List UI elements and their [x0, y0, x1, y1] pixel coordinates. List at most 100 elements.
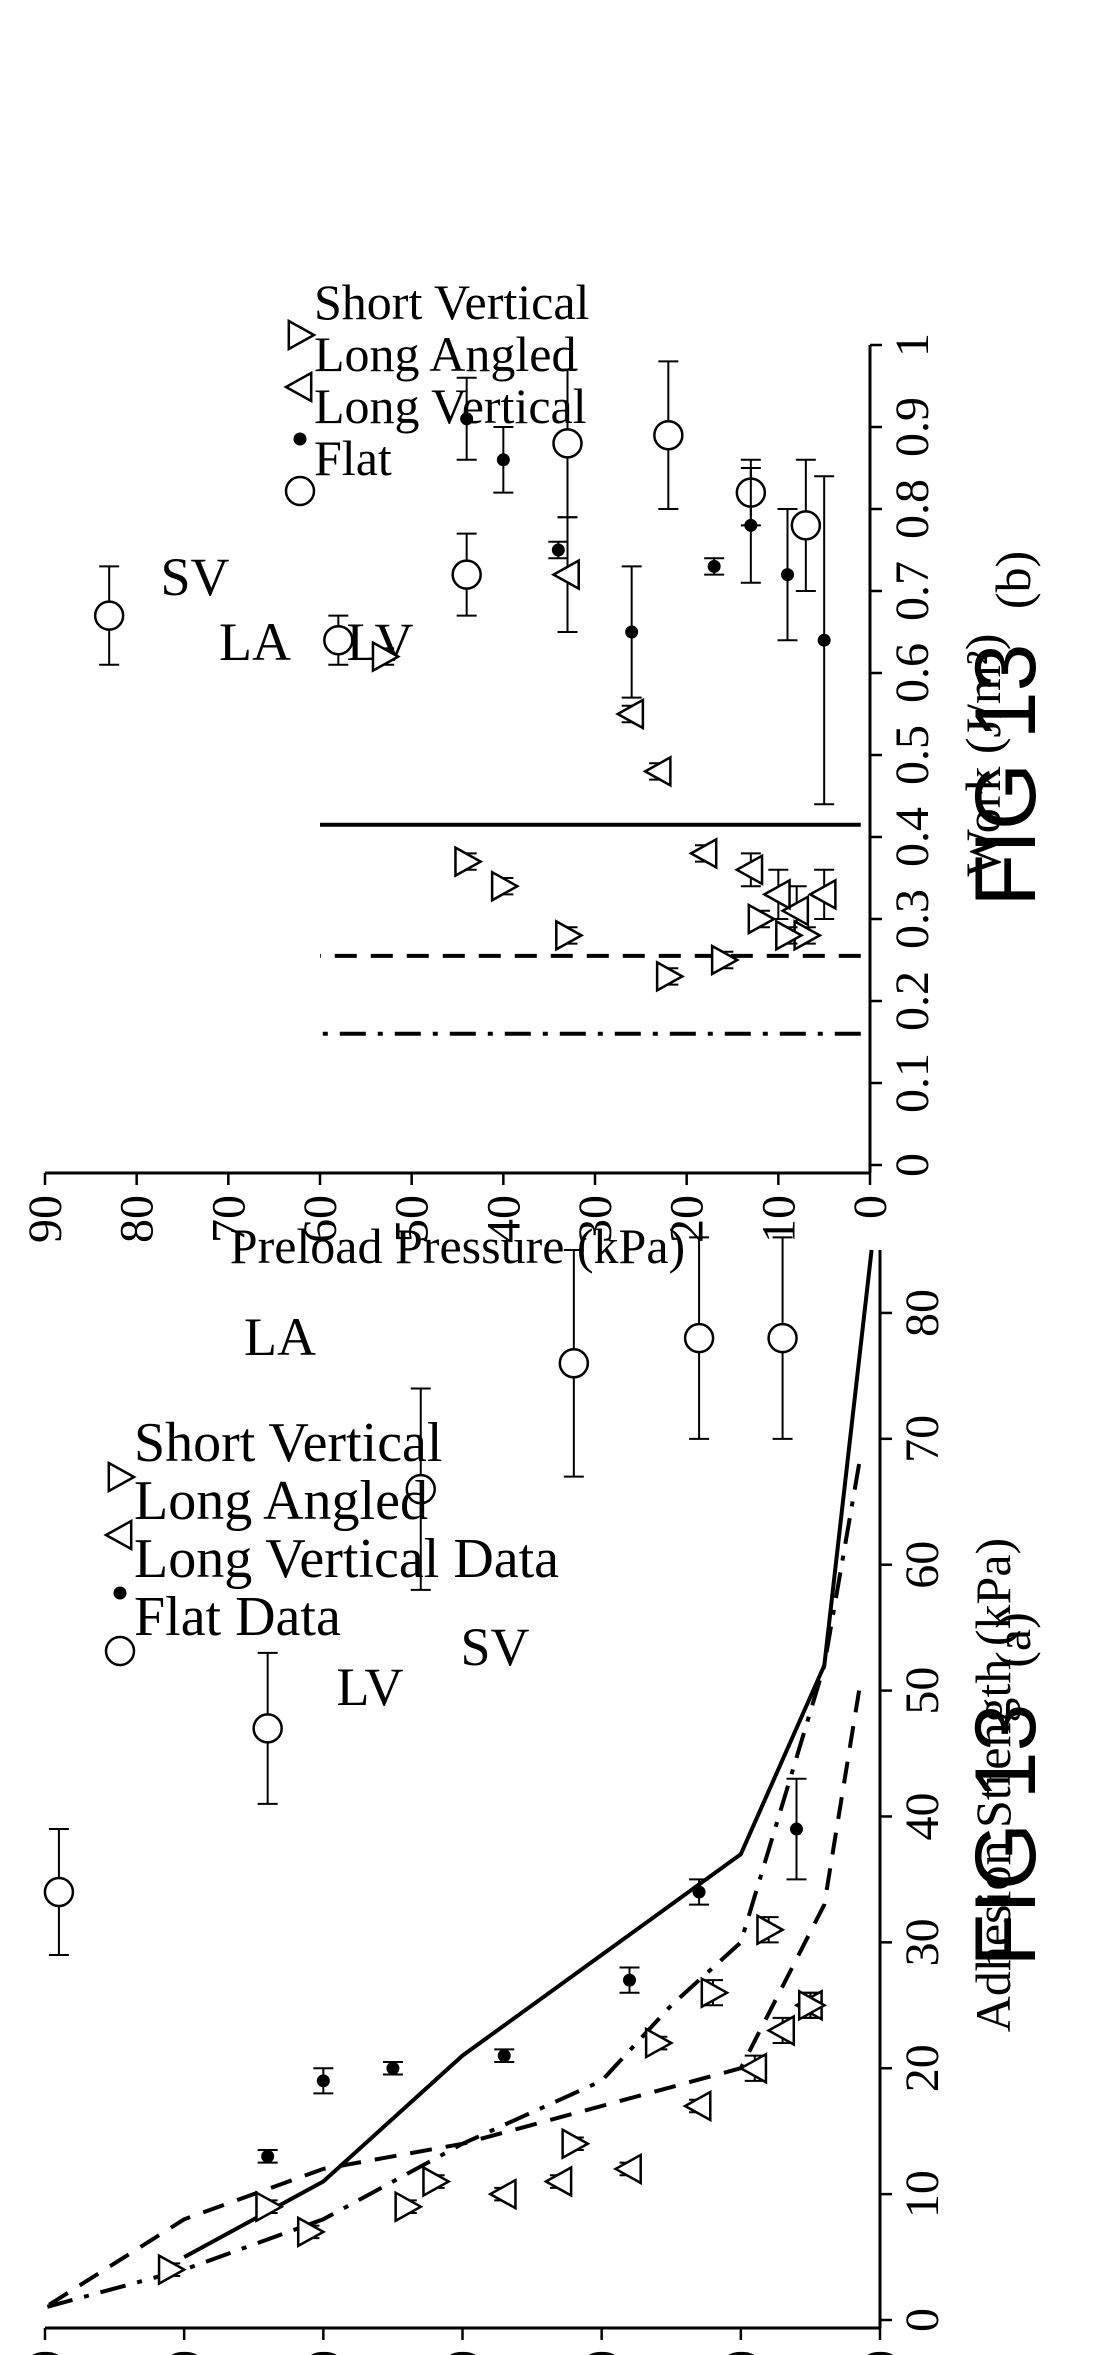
data-point-long-angled [734, 853, 764, 886]
curve-label-lv: LV [336, 1657, 403, 1717]
y-tick-label: 0.4 [886, 807, 939, 867]
y-tick-label: 80 [896, 1289, 949, 1337]
data-point-long-vertical [707, 559, 721, 573]
data-point-short-vertical [710, 943, 740, 977]
legend-marker-flat-data [104, 1635, 136, 1667]
data-point-short-vertical [644, 2026, 674, 2060]
data-point-long-angled [550, 558, 580, 591]
x-tick-label: 0 [844, 1195, 897, 1219]
x-tick-label: 20 [576, 2350, 629, 2355]
x-tick-label: 40 [477, 1195, 530, 1243]
curve-label-sv: SV [160, 547, 229, 607]
x-tick-label: 60 [19, 2350, 72, 2355]
data-point-short-vertical [394, 2190, 424, 2223]
x-tick-label: 40 [297, 2350, 350, 2355]
legend-item-flat: Flat [314, 430, 392, 486]
data-point-short-vertical [422, 2165, 452, 2198]
data-point-long-vertical-data [386, 2061, 400, 2075]
y-tick-label: 20 [896, 2044, 949, 2092]
legend-item-long-angled: Long Angled [134, 1470, 428, 1532]
data-point-long-vertical [781, 568, 794, 582]
x-tick-label: 10 [715, 2350, 768, 2355]
data-point-flat [323, 624, 354, 656]
data-point-long-angled [738, 2052, 768, 2085]
y-tick-label: 0.5 [886, 725, 939, 785]
data-point-long-vertical-data [790, 1822, 803, 1836]
x-tick-label: 30 [569, 1195, 622, 1243]
data-point-long-vertical [551, 543, 565, 557]
data-point-short-vertical [371, 640, 401, 673]
data-point-long-angled [807, 878, 837, 911]
data-point-short-vertical [555, 919, 585, 952]
data-point-short-vertical [797, 1989, 827, 2022]
data-point-short-vertical [255, 2190, 285, 2223]
fig-sublabel-a: (a) [985, 1612, 1041, 1668]
y-tick-label: 1 [886, 333, 939, 357]
legend-marker-short-vertical [107, 1460, 137, 1494]
legend-item-flat-data: Flat Data [134, 1586, 341, 1648]
y-tick-label: 0.3 [886, 889, 939, 949]
x-tick-label: 90 [19, 1195, 72, 1243]
data-point-long-vertical [625, 625, 639, 639]
data-point-long-angled [642, 755, 672, 788]
legend-marker-flat [284, 475, 316, 507]
y-tick-label: 60 [896, 1541, 949, 1589]
data-point-flat [451, 559, 482, 590]
data-point-flat-data [558, 1348, 590, 1379]
data-point-short-vertical [775, 919, 805, 952]
data-point-long-vertical [744, 518, 758, 532]
x-tick-label: 60 [294, 1195, 347, 1243]
data-point-long-angled [612, 2152, 642, 2186]
y-tick-label: 0 [886, 1153, 939, 1177]
data-point-flat [93, 600, 125, 631]
data-point-long-vertical-data [316, 2074, 330, 2088]
data-point-short-vertical [756, 1913, 786, 1946]
y-axis-title: Work (J/m²) [955, 634, 1011, 877]
legend-item-short-vertical: Short Vertical [314, 274, 589, 330]
x-axis-title: Preload Pressure (kPa) [230, 1218, 685, 1274]
data-point-long-vertical-data [623, 1973, 636, 1987]
y-tick-label: 0.6 [886, 643, 939, 703]
curve-label-la: LA [219, 612, 291, 672]
x-tick-label: 50 [386, 1195, 439, 1243]
chart-panel-a: 010203040506001020304050607080Preload Pr… [19, 1236, 1021, 2355]
x-tick-label: 50 [158, 2350, 211, 2355]
legend-item-long-angled: Long Angled [314, 326, 576, 382]
y-tick-label: 10 [896, 2170, 949, 2218]
curve-label-la: LA [244, 1307, 316, 1367]
data-point-short-vertical [454, 845, 484, 878]
data-point-long-vertical [496, 453, 510, 467]
data-point-flat-data [683, 1322, 715, 1354]
data-point-long-vertical-data [692, 1885, 706, 1899]
y-tick-label: 0.2 [886, 971, 939, 1031]
curve-label-sv: SV [460, 1617, 529, 1677]
data-point-short-vertical [700, 1976, 730, 2009]
legend-marker-short-vertical [287, 318, 317, 352]
model-curve-lv [183, 1249, 874, 2259]
y-tick-label: 0.8 [886, 479, 939, 539]
data-point-long-vertical-data [497, 2049, 511, 2063]
legend-marker-long-angled [103, 1518, 133, 1552]
fig-label-a: FIG 13 [958, 1704, 1054, 1967]
data-point-short-vertical [655, 960, 685, 993]
legend-marker-long-angled [283, 370, 313, 404]
chart-panel-b: 0 10 20 30 40 50 60 70 80 90 0 0.1 0.2 0.3 0.4 0.5 0.6 0.… [19, 274, 1011, 1274]
model-curve-sv [44, 1463, 862, 2310]
legend-item-long-vertical: Long Vertical [314, 378, 587, 434]
data-point-short-vertical [561, 2127, 591, 2160]
data-point-flat-data [767, 1322, 798, 1354]
x-tick-label: 0 [854, 2350, 907, 2355]
data-point-long-angled [487, 2177, 517, 2211]
y-tick-label: 0.9 [886, 397, 939, 457]
y-tick-label: 40 [896, 1792, 949, 1840]
y-tick-label: 70 [896, 1415, 949, 1463]
data-point-flat-data [252, 1713, 283, 1744]
data-point-long-angled [543, 2165, 573, 2198]
data-point-flat-data [405, 1473, 436, 1505]
y-tick-label: 30 [896, 1918, 949, 1966]
data-point-short-vertical [296, 2215, 326, 2249]
y-tick-label: 50 [896, 1667, 949, 1715]
legend-marker-long-vertical [293, 432, 307, 446]
